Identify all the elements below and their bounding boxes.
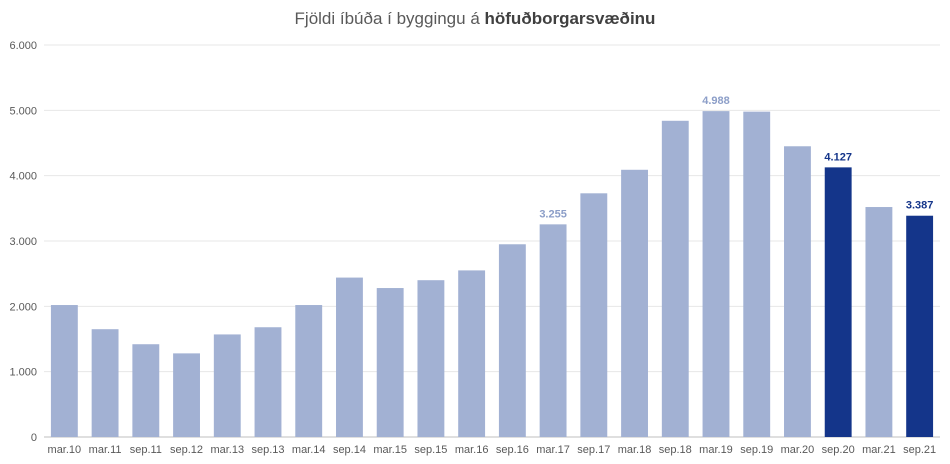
data-label: 4.988 <box>702 95 730 107</box>
data-label: 3.387 <box>906 200 934 212</box>
bar <box>295 305 323 437</box>
bar <box>906 215 934 437</box>
y-tick-label: 5.000 <box>9 105 37 117</box>
y-tick-label: 3.000 <box>9 236 37 248</box>
x-tick-label: mar.21 <box>862 444 896 456</box>
bar <box>336 277 363 437</box>
bar <box>376 288 404 437</box>
x-tick-label: mar.19 <box>699 444 733 456</box>
bar <box>621 169 648 437</box>
x-tick-label: sep.20 <box>822 444 855 456</box>
bar <box>254 327 282 437</box>
chart-title: Fjöldi íbúða í byggingu á höfuðborgarsvæ… <box>0 9 950 29</box>
bar <box>498 244 526 437</box>
bar <box>661 120 689 437</box>
x-tick-label: mar.16 <box>455 444 489 456</box>
bar <box>213 334 241 437</box>
bar <box>865 207 893 437</box>
x-tick-label: mar.18 <box>618 444 652 456</box>
x-tick-label: mar.13 <box>210 444 244 456</box>
x-tick-label: sep.15 <box>414 444 447 456</box>
y-tick-label: 2.000 <box>9 301 37 313</box>
bar <box>784 146 811 437</box>
x-tick-label: sep.17 <box>577 444 610 456</box>
x-tick-label: mar.10 <box>48 444 82 456</box>
x-tick-label: sep.13 <box>251 444 284 456</box>
y-tick-label: 1.000 <box>9 367 37 379</box>
x-tick-label: sep.16 <box>496 444 529 456</box>
x-tick-label: sep.12 <box>170 444 203 456</box>
x-tick-label: sep.11 <box>130 444 162 456</box>
data-label: 3.255 <box>539 208 567 220</box>
chart-title-bold: höfuðborgarsvæðinu <box>484 9 656 28</box>
x-tick-label: mar.17 <box>536 444 570 456</box>
bar <box>417 280 445 437</box>
x-tick-label: sep.18 <box>659 444 692 456</box>
bar <box>539 224 567 437</box>
y-tick-label: 4.000 <box>9 171 37 183</box>
data-label: 4.127 <box>824 151 852 163</box>
x-tick-label: sep.19 <box>740 444 773 456</box>
x-tick-label: mar.11 <box>89 444 122 456</box>
x-tick-label: mar.20 <box>781 444 815 456</box>
x-tick-label: mar.14 <box>292 444 326 456</box>
bar <box>132 344 160 437</box>
bar <box>458 270 486 437</box>
bar <box>824 167 852 438</box>
bar <box>50 305 78 437</box>
y-tick-label: 0 <box>31 432 37 444</box>
y-tick-label: 6.000 <box>9 40 37 52</box>
x-tick-label: sep.21 <box>903 444 936 456</box>
bar <box>173 353 200 437</box>
bar <box>702 111 730 437</box>
bar <box>580 193 608 437</box>
bar <box>743 111 771 437</box>
chart-title-prefix: Fjöldi íbúða í byggingu á <box>294 9 485 28</box>
x-tick-label: sep.14 <box>333 444 366 456</box>
bar <box>91 329 119 437</box>
x-tick-label: mar.15 <box>373 444 407 456</box>
